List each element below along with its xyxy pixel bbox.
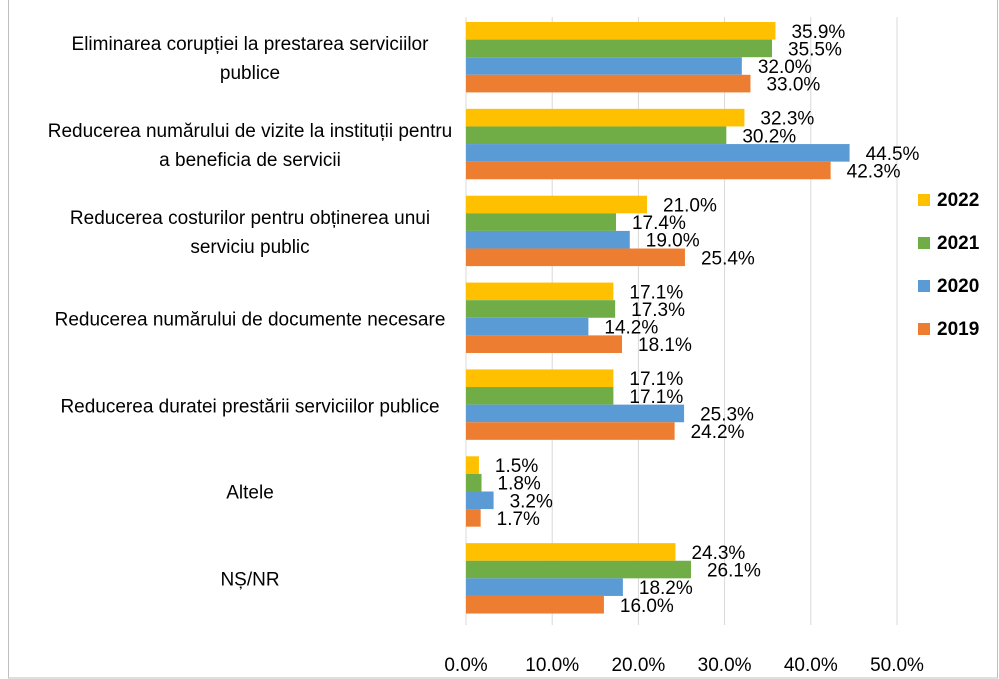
bar — [466, 57, 742, 75]
category-label: Reducerea numărului de documente necesar… — [54, 309, 446, 331]
data-label: 1.7% — [497, 509, 540, 530]
bar — [466, 282, 614, 301]
category-label: Eliminarea corupției la prestarea servic… — [71, 34, 429, 85]
bar — [466, 335, 623, 353]
data-label: 26.1% — [707, 561, 761, 582]
data-label: 1.5% — [495, 456, 538, 477]
bar — [466, 578, 623, 596]
legend-swatch — [918, 323, 930, 335]
data-label: 1.8% — [498, 474, 541, 495]
bar — [466, 39, 773, 58]
bar — [466, 387, 614, 405]
data-label: 17.3% — [631, 300, 685, 321]
bar — [466, 456, 479, 474]
data-label: 25.4% — [701, 248, 755, 269]
bar — [466, 317, 589, 336]
legend-label: 2020 — [937, 276, 979, 297]
data-label: 33.0% — [766, 75, 820, 96]
bar — [466, 422, 675, 440]
data-label: 18.1% — [638, 335, 692, 356]
data-label: 44.5% — [866, 144, 920, 165]
data-label: 35.5% — [788, 39, 842, 60]
data-label: 21.0% — [663, 196, 717, 217]
data-label: 32.3% — [760, 109, 814, 130]
data-label: 17.1% — [629, 282, 683, 303]
x-tick-label: 30.0% — [698, 655, 752, 676]
data-label: 24.2% — [691, 422, 745, 443]
data-label: 35.9% — [791, 22, 845, 43]
data-label: 3.2% — [510, 491, 553, 512]
bar — [466, 248, 685, 267]
x-tick-label: 50.0% — [870, 655, 924, 676]
bar — [466, 161, 831, 180]
bar — [466, 108, 745, 127]
legend-label: 2021 — [937, 233, 980, 254]
data-label: 25.3% — [700, 404, 754, 425]
legend-swatch — [918, 194, 930, 206]
bar — [466, 213, 616, 231]
data-label: 17.4% — [632, 213, 686, 234]
legend-label: 2019 — [937, 319, 979, 340]
x-tick-label: 10.0% — [525, 655, 579, 676]
data-label: 17.1% — [629, 387, 683, 408]
bar — [466, 509, 481, 527]
bar — [466, 560, 691, 579]
category-label: Reducerea costurilor pentru obținerea un… — [69, 207, 431, 258]
legend-label: 2022 — [937, 190, 979, 211]
x-tick-label: 0.0% — [444, 655, 487, 676]
category-label: Reducerea numărului de vizite la institu… — [47, 121, 453, 172]
bar — [466, 404, 685, 423]
data-label: 16.0% — [620, 596, 674, 617]
bar — [466, 473, 482, 492]
bar — [466, 144, 850, 162]
bar — [466, 491, 494, 510]
category-label: Altele — [226, 482, 274, 504]
data-label: 24.3% — [691, 543, 745, 564]
data-label: 30.2% — [742, 126, 796, 147]
data-label: 32.0% — [758, 57, 812, 78]
x-tick-label: 20.0% — [611, 655, 665, 676]
category-label: Reducerea duratei prestării serviciilor … — [60, 396, 440, 418]
legend-swatch — [918, 280, 930, 292]
bar — [466, 595, 604, 614]
bar — [466, 22, 776, 40]
bar — [466, 230, 630, 249]
x-tick-label: 40.0% — [784, 655, 838, 676]
legend-swatch — [918, 237, 930, 249]
bar — [466, 126, 727, 145]
category-label: NȘ/NR — [220, 569, 280, 591]
data-label: 19.0% — [646, 231, 700, 252]
bar — [466, 300, 616, 318]
bar — [466, 369, 614, 388]
bar — [466, 543, 676, 561]
data-label: 14.2% — [604, 318, 658, 339]
bar — [466, 195, 648, 214]
data-label: 18.2% — [639, 578, 693, 599]
data-label: 17.1% — [629, 369, 683, 390]
chart-border — [8, 0, 998, 679]
bar — [466, 74, 751, 93]
data-label: 42.3% — [847, 161, 901, 182]
